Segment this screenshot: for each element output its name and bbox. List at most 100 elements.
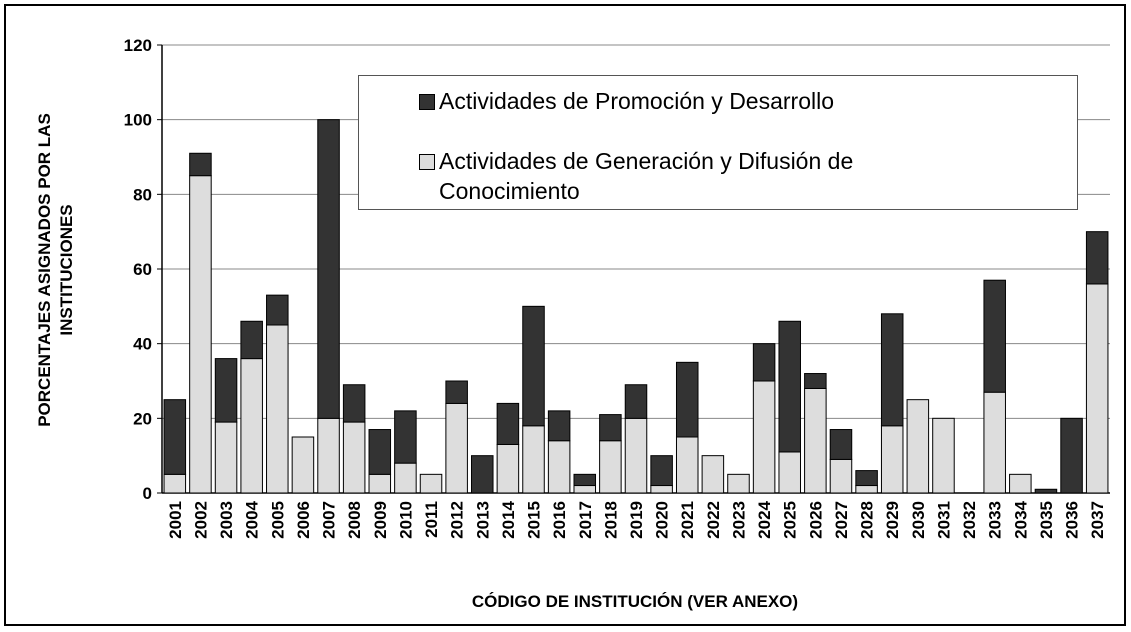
bar-segment <box>394 462 417 494</box>
x-tick-label: 2002 <box>191 501 210 539</box>
x-tick-label: 2001 <box>166 501 185 539</box>
bar-segment <box>163 473 187 494</box>
x-tick-label: 2021 <box>678 501 697 539</box>
legend-label: Actividades de Generación y Difusión de … <box>439 148 854 204</box>
x-tick-label: 2024 <box>755 500 774 538</box>
bar-segment <box>752 380 776 494</box>
x-tick-label: 2015 <box>525 501 544 539</box>
legend-swatch <box>419 154 435 170</box>
y-tick-label: 60 <box>133 260 152 279</box>
bar-segment <box>855 470 878 487</box>
bar-segment <box>522 425 545 494</box>
x-tick-label: 2029 <box>883 501 902 539</box>
bar-segment <box>445 380 468 404</box>
x-tick-label: 2027 <box>832 501 851 539</box>
y-tick-label: 100 <box>124 111 152 130</box>
bar-segment <box>983 391 1006 494</box>
x-tick-label: 2016 <box>550 501 569 539</box>
legend-swatch <box>419 94 435 110</box>
bar-segment <box>650 485 673 494</box>
bar-segment <box>932 417 955 494</box>
bar-segment <box>445 402 468 494</box>
y-tick-label: 0 <box>143 484 152 503</box>
bar-segment <box>547 440 571 494</box>
y-axis-title: PORCENTAJES ASIGNADOS POR LAS INSTITUCION… <box>35 113 76 427</box>
x-tick-label: 2035 <box>1037 501 1056 539</box>
bar-segment <box>855 485 878 494</box>
bar-segment <box>342 384 366 423</box>
bar-segment <box>240 320 263 360</box>
bar-segment <box>163 399 187 475</box>
bar-segment <box>240 358 263 494</box>
x-tick-label: 2018 <box>601 501 620 539</box>
bar-segment <box>624 384 648 419</box>
bar-segment <box>368 429 392 475</box>
bar-segment <box>1009 473 1032 494</box>
bar-segment <box>214 358 238 423</box>
bar-segment <box>804 387 827 494</box>
y-tick-label: 20 <box>133 409 152 428</box>
x-axis-title: CÓDIGO DE INSTITUCIÓN (VER ANEXO) <box>472 592 798 611</box>
bar-segment <box>599 440 622 494</box>
x-tick-label: 2023 <box>729 501 748 539</box>
bar-segment <box>650 455 673 487</box>
x-tick-label: 2028 <box>858 501 877 539</box>
frame <box>4 4 1126 626</box>
x-tick-label: 2004 <box>243 500 262 538</box>
bar-segment <box>1085 283 1109 494</box>
bar-segment <box>675 436 699 494</box>
bar-segment <box>317 417 340 494</box>
x-tick-label: 2019 <box>627 501 646 539</box>
bar-segment <box>266 294 289 326</box>
x-tick-label: 2012 <box>448 501 467 539</box>
bar-segment <box>1060 417 1083 494</box>
bar-segment <box>522 305 545 427</box>
legend-entry: Actividades de Generación y Difusión de … <box>419 146 999 206</box>
x-tick-label: 2026 <box>806 501 825 539</box>
bar-segment <box>906 399 930 494</box>
bar-segment <box>266 324 289 494</box>
bar-segment <box>368 473 392 494</box>
bar-segment <box>573 485 597 494</box>
bar-segment <box>624 417 648 494</box>
x-tick-label: 2010 <box>396 501 415 539</box>
bar-segment <box>419 473 443 494</box>
x-tick-label: 2008 <box>345 501 364 539</box>
bar-segment <box>675 361 699 438</box>
x-tick-label: 2013 <box>473 501 492 539</box>
x-tick-label: 2034 <box>1011 500 1030 538</box>
x-tick-label: 2017 <box>576 501 595 539</box>
y-tick-label: 120 <box>124 36 152 55</box>
x-tick-label: 2031 <box>934 501 953 539</box>
bar-segment <box>778 320 801 453</box>
x-tick-label: 2007 <box>320 501 339 539</box>
bar-segment <box>189 175 212 494</box>
y-tick-label: 40 <box>133 335 152 354</box>
x-tick-label: 2032 <box>960 501 979 539</box>
bar-segment <box>547 410 571 442</box>
x-tick-label: 2009 <box>371 501 390 539</box>
bar-segment <box>394 410 417 464</box>
bar-segment <box>599 414 622 442</box>
bar-segment <box>829 429 853 460</box>
legend-entry: Actividades de Promoción y Desarrollo <box>419 86 999 116</box>
legend-label: Actividades de Promoción y Desarrollo <box>439 88 835 114</box>
bar-segment <box>189 152 212 177</box>
bar-segment <box>701 455 725 494</box>
bar-segment <box>778 451 801 494</box>
x-tick-label: 2005 <box>268 501 287 539</box>
x-tick-label: 2020 <box>653 501 672 539</box>
x-tick-label: 2003 <box>217 501 236 539</box>
x-tick-label: 2022 <box>704 501 723 539</box>
bar-segment <box>880 313 904 427</box>
bar-segment <box>983 279 1006 393</box>
x-tick-label: 2036 <box>1063 501 1082 539</box>
x-tick-label: 2037 <box>1088 501 1107 539</box>
bar-segment <box>1034 488 1058 494</box>
bar-segment <box>752 343 776 382</box>
bar-segment <box>1085 231 1109 285</box>
bar-segment <box>214 421 238 494</box>
bar-segment <box>804 373 827 389</box>
